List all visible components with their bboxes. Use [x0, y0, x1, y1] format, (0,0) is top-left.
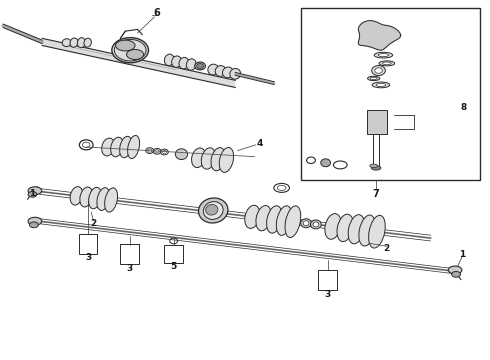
Polygon shape — [358, 21, 401, 50]
Ellipse shape — [230, 68, 241, 79]
Ellipse shape — [77, 38, 85, 48]
Ellipse shape — [215, 66, 226, 76]
Ellipse shape — [175, 149, 188, 159]
Ellipse shape — [325, 213, 341, 239]
Ellipse shape — [203, 202, 223, 219]
Ellipse shape — [112, 38, 148, 63]
Text: 1: 1 — [459, 250, 466, 259]
Ellipse shape — [371, 166, 381, 170]
Ellipse shape — [179, 57, 189, 69]
Ellipse shape — [201, 148, 216, 169]
Ellipse shape — [372, 66, 385, 76]
Ellipse shape — [126, 49, 144, 59]
Ellipse shape — [359, 215, 375, 246]
Ellipse shape — [120, 136, 132, 158]
Ellipse shape — [211, 148, 225, 171]
Text: 2: 2 — [384, 244, 390, 253]
Bar — [318, 270, 337, 290]
Ellipse shape — [127, 135, 140, 158]
Text: 4: 4 — [256, 139, 263, 148]
Bar — [301, 8, 480, 180]
Ellipse shape — [452, 271, 461, 277]
Ellipse shape — [28, 217, 42, 225]
Ellipse shape — [70, 186, 83, 205]
Ellipse shape — [337, 214, 353, 242]
Text: 2: 2 — [91, 219, 97, 228]
Ellipse shape — [378, 54, 389, 57]
Ellipse shape — [383, 62, 391, 65]
Ellipse shape — [172, 56, 181, 67]
Bar — [164, 245, 183, 263]
Ellipse shape — [370, 77, 377, 80]
Ellipse shape — [303, 221, 309, 226]
Ellipse shape — [80, 187, 93, 207]
Ellipse shape — [70, 38, 78, 47]
Ellipse shape — [105, 188, 118, 212]
Ellipse shape — [379, 61, 394, 66]
Ellipse shape — [198, 198, 228, 223]
Ellipse shape — [222, 67, 233, 78]
Ellipse shape — [285, 206, 301, 238]
Ellipse shape — [29, 222, 38, 228]
Text: 3: 3 — [85, 253, 91, 262]
Ellipse shape — [321, 159, 331, 167]
Ellipse shape — [208, 64, 219, 75]
Ellipse shape — [311, 220, 321, 229]
Ellipse shape — [256, 206, 271, 231]
Ellipse shape — [219, 148, 234, 172]
Text: 8: 8 — [461, 103, 466, 112]
Ellipse shape — [374, 52, 392, 58]
Ellipse shape — [62, 39, 71, 46]
Ellipse shape — [376, 83, 386, 86]
Ellipse shape — [84, 38, 91, 47]
Text: 6: 6 — [154, 8, 160, 18]
Ellipse shape — [372, 82, 390, 88]
Ellipse shape — [267, 206, 282, 233]
Bar — [79, 234, 98, 253]
Ellipse shape — [28, 192, 37, 197]
Ellipse shape — [97, 188, 110, 211]
Bar — [121, 244, 139, 264]
Ellipse shape — [116, 40, 135, 51]
Text: 1: 1 — [29, 189, 36, 198]
Ellipse shape — [101, 138, 115, 156]
Ellipse shape — [313, 222, 319, 227]
Ellipse shape — [89, 188, 101, 209]
Polygon shape — [42, 39, 235, 87]
Ellipse shape — [375, 68, 382, 73]
Text: 5: 5 — [171, 262, 177, 271]
Ellipse shape — [192, 148, 206, 167]
Ellipse shape — [195, 62, 205, 70]
Ellipse shape — [111, 137, 123, 157]
Ellipse shape — [245, 205, 260, 228]
Ellipse shape — [368, 215, 385, 248]
Ellipse shape — [196, 63, 203, 68]
Bar — [368, 110, 387, 134]
Ellipse shape — [301, 219, 312, 228]
Text: 3: 3 — [324, 290, 331, 299]
Ellipse shape — [28, 187, 42, 195]
Ellipse shape — [164, 54, 174, 66]
Ellipse shape — [448, 266, 462, 274]
Ellipse shape — [370, 164, 378, 168]
Ellipse shape — [276, 206, 292, 235]
Text: 3: 3 — [126, 264, 133, 273]
Ellipse shape — [206, 204, 218, 215]
Ellipse shape — [348, 215, 365, 244]
Text: 7: 7 — [373, 189, 379, 199]
Ellipse shape — [368, 76, 380, 81]
Ellipse shape — [186, 59, 196, 70]
